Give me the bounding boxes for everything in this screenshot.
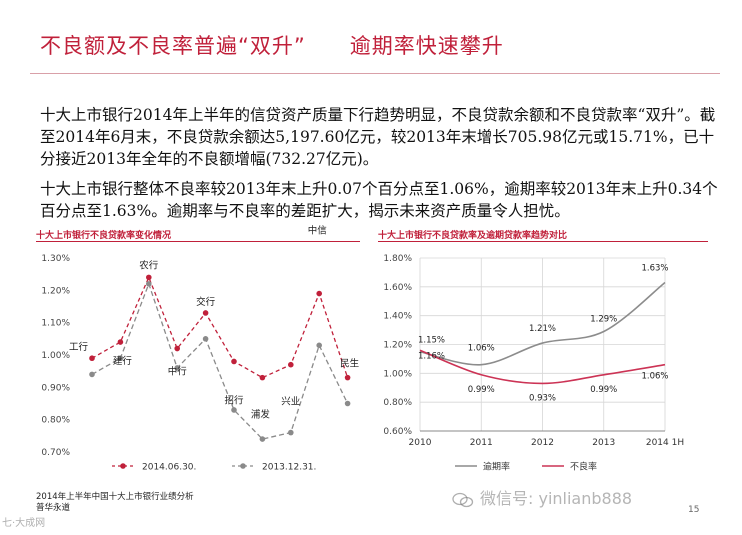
footer-report-title: 2014年上半年中国十大上市银行业绩分析 [36, 492, 194, 502]
left-series-point [259, 374, 266, 381]
left-series-point [344, 400, 351, 407]
right-data-label: 0.93% [529, 393, 556, 403]
left-series-point [89, 371, 95, 378]
left-legend-label: 2013.12.31. [262, 463, 316, 473]
right-y-tick-label: 1.00% [383, 369, 412, 379]
right-data-label: 0.99% [468, 385, 495, 395]
left-category-label: 农行 [139, 259, 159, 271]
left-category-label: 兴业 [281, 397, 300, 408]
left-series-point [117, 355, 124, 362]
left-series-point [202, 310, 209, 316]
left-series-point [259, 436, 266, 442]
left-series-point [344, 374, 351, 381]
right-y-tick-label: 0.80% [383, 398, 412, 408]
left-series-point [231, 407, 237, 413]
right-y-tick-label: 1.20% [383, 341, 412, 351]
left-series-point [316, 342, 323, 349]
left-series-line-0 [91, 275, 349, 379]
right-data-label: 1.16% [418, 351, 445, 361]
right-data-label: 1.29% [590, 315, 617, 325]
left-y-tick-label: 0.70% [41, 448, 70, 458]
left-y-tick-label: 0.90% [41, 383, 70, 393]
left-series-point [146, 274, 152, 281]
right-x-tick-label: 2013 [592, 438, 615, 448]
right-data-label: 1.06% [468, 344, 495, 354]
right-x-tick-label: 2010 [409, 438, 432, 448]
right-x-tick-label: 2014 1H [646, 438, 684, 448]
left-series-point [146, 281, 152, 287]
left-series-point [316, 290, 323, 297]
left-legend-label: 2014.06.30. [142, 463, 196, 473]
paragraph-overdue-summary: 十大上市银行整体不良率较2013年末上升0.07个百分点至1.06%，逾期率较2… [40, 180, 718, 220]
wechat-icon [452, 492, 474, 507]
left-y-tick-label: 1.30% [41, 254, 70, 264]
right-legend-label: 逾期率 [483, 461, 510, 473]
left-category-label: 民生 [340, 358, 360, 370]
left-series-point [288, 429, 294, 436]
left-category-label: 中信 [308, 225, 327, 237]
left-chart-title-rule [36, 241, 360, 242]
paragraph-npl-summary: 十大上市银行2014年上半年的信贷资产质量下行趋势明显，不良贷款余额和不良贷款率… [40, 106, 716, 168]
right-chart-title: 十大上市银行不良贷款率及逾期贷款率趋势对比 [378, 231, 568, 241]
left-series-point [89, 355, 95, 362]
right-y-tick-label: 0.60% [383, 427, 412, 437]
right-series-line-0 [419, 281, 666, 366]
left-category-label: 中行 [168, 366, 188, 378]
right-y-tick-label: 1.60% [383, 283, 412, 293]
right-x-tick-label: 2012 [531, 438, 554, 448]
left-category-label: 建行 [113, 355, 133, 367]
left-series-point [288, 361, 294, 368]
left-series-point [202, 336, 209, 342]
left-series-point [174, 345, 180, 352]
left-y-tick-label: 1.20% [41, 286, 70, 296]
left-category-label: 工行 [69, 341, 89, 353]
left-legend-marker [120, 463, 126, 469]
footer-company: 普华永道 [36, 503, 71, 513]
right-y-tick-label: 1.80% [383, 254, 412, 264]
left-legend-marker [240, 463, 246, 469]
left-y-tick-label: 1.00% [41, 351, 70, 361]
right-series-line-1 [419, 349, 666, 385]
left-series-point [231, 358, 237, 365]
page-number: 15 [688, 505, 700, 515]
left-y-tick-label: 1.10% [41, 319, 70, 329]
left-category-label: 招行 [224, 394, 244, 406]
corner-logo: 七·大成网 [2, 518, 46, 529]
right-data-label: 0.99% [590, 385, 617, 395]
right-y-tick-label: 1.40% [383, 312, 412, 322]
right-data-label: 1.63% [641, 264, 668, 274]
left-category-label: 交行 [196, 296, 216, 308]
wechat-id: 微信号: yinlian​b888 [480, 489, 633, 508]
left-chart-title: 十大上市银行不良贷款率变化情况 [36, 231, 172, 241]
left-series-point [117, 339, 124, 345]
right-data-label: 1.06% [641, 372, 668, 382]
left-category-label: 浦发 [251, 409, 271, 421]
right-legend-label: 不良率 [570, 461, 597, 473]
slide-title: 不良额及不良率普遍“双升” 逾期率快速攀升 [40, 34, 504, 58]
wechat-watermark: 微信号: yinlian​b888 [452, 485, 632, 509]
left-series-point [174, 365, 180, 371]
right-x-tick-label: 2011 [470, 438, 493, 448]
title-divider [30, 73, 720, 74]
left-y-tick-label: 0.80% [41, 416, 70, 426]
right-data-label: 1.15% [418, 336, 445, 346]
footer: 2014年上半年中国十大上市银行业绩分析 普华永道 [36, 492, 194, 514]
left-series-line-1 [91, 281, 349, 440]
right-data-label: 1.21% [529, 324, 556, 334]
right-chart-title-rule [378, 241, 708, 242]
